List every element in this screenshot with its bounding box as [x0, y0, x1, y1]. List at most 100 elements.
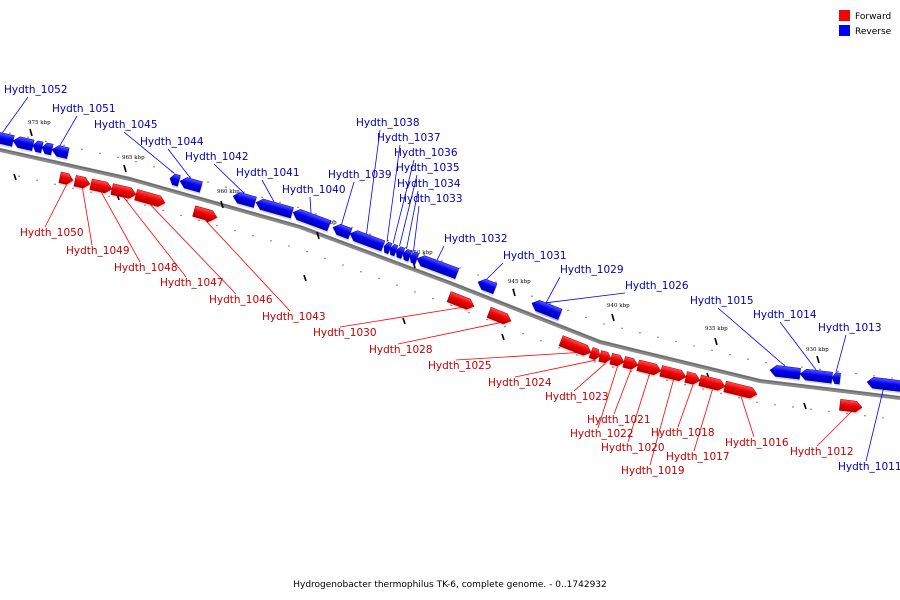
tick-label: 965 kbp — [122, 155, 145, 161]
gene-label-hydth-1035[interactable]: Hydth_1035 — [396, 162, 460, 174]
gene-feature-hydth-1018 — [684, 371, 701, 387]
gene-label-hydth-1044[interactable]: Hydth_1044 — [140, 136, 204, 148]
gene-label-hydth-1045[interactable]: Hydth_1045 — [94, 119, 158, 131]
leader-line — [545, 276, 561, 303]
gene-label-hydth-1049[interactable]: Hydth_1049 — [66, 245, 130, 257]
gene-label-hydth-1030[interactable]: Hydth_1030 — [313, 327, 377, 339]
leader-line — [413, 205, 420, 252]
gene-label-hydth-1041[interactable]: Hydth_1041 — [236, 167, 300, 179]
leader-line — [392, 159, 415, 244]
tick-label: 970 kbp — [66, 136, 89, 142]
gene-label-hydth-1032[interactable]: Hydth_1032 — [444, 233, 508, 245]
tick-mark — [611, 313, 615, 322]
tick-mark — [816, 355, 820, 364]
gene-label-hydth-1018[interactable]: Hydth_1018 — [651, 427, 715, 439]
gene-feature-hydth-1024 — [588, 347, 601, 362]
gene-label-hydth-1021[interactable]: Hydth_1021 — [587, 414, 651, 426]
gene-features — [0, 131, 900, 415]
tick-mark — [13, 173, 17, 181]
tick-mark — [123, 164, 127, 173]
leader-line — [613, 369, 632, 415]
tick-mark — [512, 288, 516, 297]
gene-label-hydth-1028[interactable]: Hydth_1028 — [369, 344, 433, 356]
gene-label-hydth-1026[interactable]: Hydth_1026 — [625, 280, 689, 292]
leader-line — [2, 96, 29, 133]
tick-mark — [316, 231, 320, 240]
tick-mark — [303, 274, 307, 282]
gene-label-hydth-1046[interactable]: Hydth_1046 — [209, 294, 273, 306]
leader-line — [123, 131, 175, 174]
leader-line — [397, 322, 501, 345]
gene-label-hydth-1033[interactable]: Hydth_1033 — [399, 193, 463, 205]
leader-line — [44, 184, 67, 228]
gene-label-hydth-1051[interactable]: Hydth_1051 — [52, 103, 116, 115]
gene-feature-hydth-1026 — [531, 300, 563, 322]
gene-label-hydth-1022[interactable]: Hydth_1022 — [570, 428, 634, 440]
leader-line — [366, 129, 381, 234]
gene-label-hydth-1017[interactable]: Hydth_1017 — [666, 451, 730, 463]
gene-label-hydth-1034[interactable]: Hydth_1034 — [397, 178, 461, 190]
gene-label-hydth-1042[interactable]: Hydth_1042 — [185, 151, 249, 163]
leader-line — [717, 307, 786, 367]
gene-label-hydth-1040[interactable]: Hydth_1040 — [282, 184, 346, 196]
gene-feature-hydth-1028 — [486, 306, 512, 327]
gene-feature-hydth-1015 — [769, 365, 802, 382]
gene-label-hydth-1020[interactable]: Hydth_1020 — [601, 442, 665, 454]
gene-feature-hydth-1038 — [349, 230, 386, 254]
leader-line — [816, 411, 852, 447]
leader-line — [514, 359, 596, 378]
gene-feature-hydth-1051 — [51, 145, 70, 161]
gene-label-hydth-1012[interactable]: Hydth_1012 — [790, 446, 854, 458]
tick-label: 930 kbp — [806, 347, 829, 353]
gene-feature-hydth-1041 — [255, 198, 294, 221]
gene-label-hydth-1025[interactable]: Hydth_1025 — [428, 360, 492, 372]
gene-feature-hydth-1044 — [179, 177, 203, 195]
label-leader-lines — [2, 96, 887, 466]
leader-line — [865, 378, 887, 462]
leader-line — [835, 334, 847, 373]
tick-mark — [29, 128, 33, 137]
leader-line — [309, 196, 312, 214]
gene-label-hydth-1029[interactable]: Hydth_1029 — [560, 264, 624, 276]
gene-label-hydth-1023[interactable]: Hydth_1023 — [545, 391, 609, 403]
gene-feature-hydth-1034 — [402, 249, 413, 264]
leader-line — [545, 292, 626, 304]
gene-label-hydth-1043[interactable]: Hydth_1043 — [262, 311, 326, 323]
leader-line — [740, 396, 755, 438]
gene-feature-hydth-1049 — [73, 175, 91, 191]
gene-label-hydth-1013[interactable]: Hydth_1013 — [818, 322, 882, 334]
leader-line — [341, 181, 355, 225]
leader-line — [205, 220, 291, 312]
gene-label-hydth-1048[interactable]: Hydth_1048 — [114, 262, 178, 274]
gene-label-hydth-1037[interactable]: Hydth_1037 — [377, 132, 441, 144]
tick-label: 950 kbp — [410, 250, 433, 256]
gene-label-hydth-1024[interactable]: Hydth_1024 — [488, 377, 552, 389]
gene-label-hydth-1036[interactable]: Hydth_1036 — [394, 147, 458, 159]
gene-label-hydth-1015[interactable]: Hydth_1015 — [690, 295, 754, 307]
tick-label: 940 kbp — [607, 303, 630, 309]
leader-line — [406, 190, 419, 249]
gene-label-hydth-1039[interactable]: Hydth_1039 — [328, 169, 392, 181]
gene-label-hydth-1050[interactable]: Hydth_1050 — [20, 227, 84, 239]
tick-label: 975 kbp — [28, 120, 51, 126]
leader-line — [573, 362, 606, 392]
gene-label-hydth-1052[interactable]: Hydth_1052 — [4, 84, 68, 96]
gene-label-hydth-1038[interactable]: Hydth_1038 — [356, 117, 420, 129]
leader-line — [486, 262, 504, 280]
gene-label-hydth-1019[interactable]: Hydth_1019 — [621, 465, 685, 477]
gene-feature-hydth-1019 — [659, 365, 687, 384]
gene-label-hydth-1014[interactable]: Hydth_1014 — [753, 309, 817, 321]
leader-line — [339, 307, 462, 328]
gene-label-hydth-1011[interactable]: Hydth_1011 — [838, 461, 900, 473]
gene-feature-hydth-1013 — [831, 372, 842, 387]
gene-label-hydth-1047[interactable]: Hydth_1047 — [160, 277, 224, 289]
gene-label-hydth-1016[interactable]: Hydth_1016 — [725, 437, 789, 449]
gene-feature-hydth-1048 — [89, 178, 113, 196]
gene-feature-hydth-1023 — [598, 350, 612, 366]
gene-label-hydth-1031[interactable]: Hydth_1031 — [503, 250, 567, 262]
gene-feature-hydth-1043 — [192, 205, 218, 224]
gene-feature-hydth-1032 — [416, 255, 460, 281]
leader-line — [779, 321, 817, 371]
tick-mark — [501, 333, 505, 341]
